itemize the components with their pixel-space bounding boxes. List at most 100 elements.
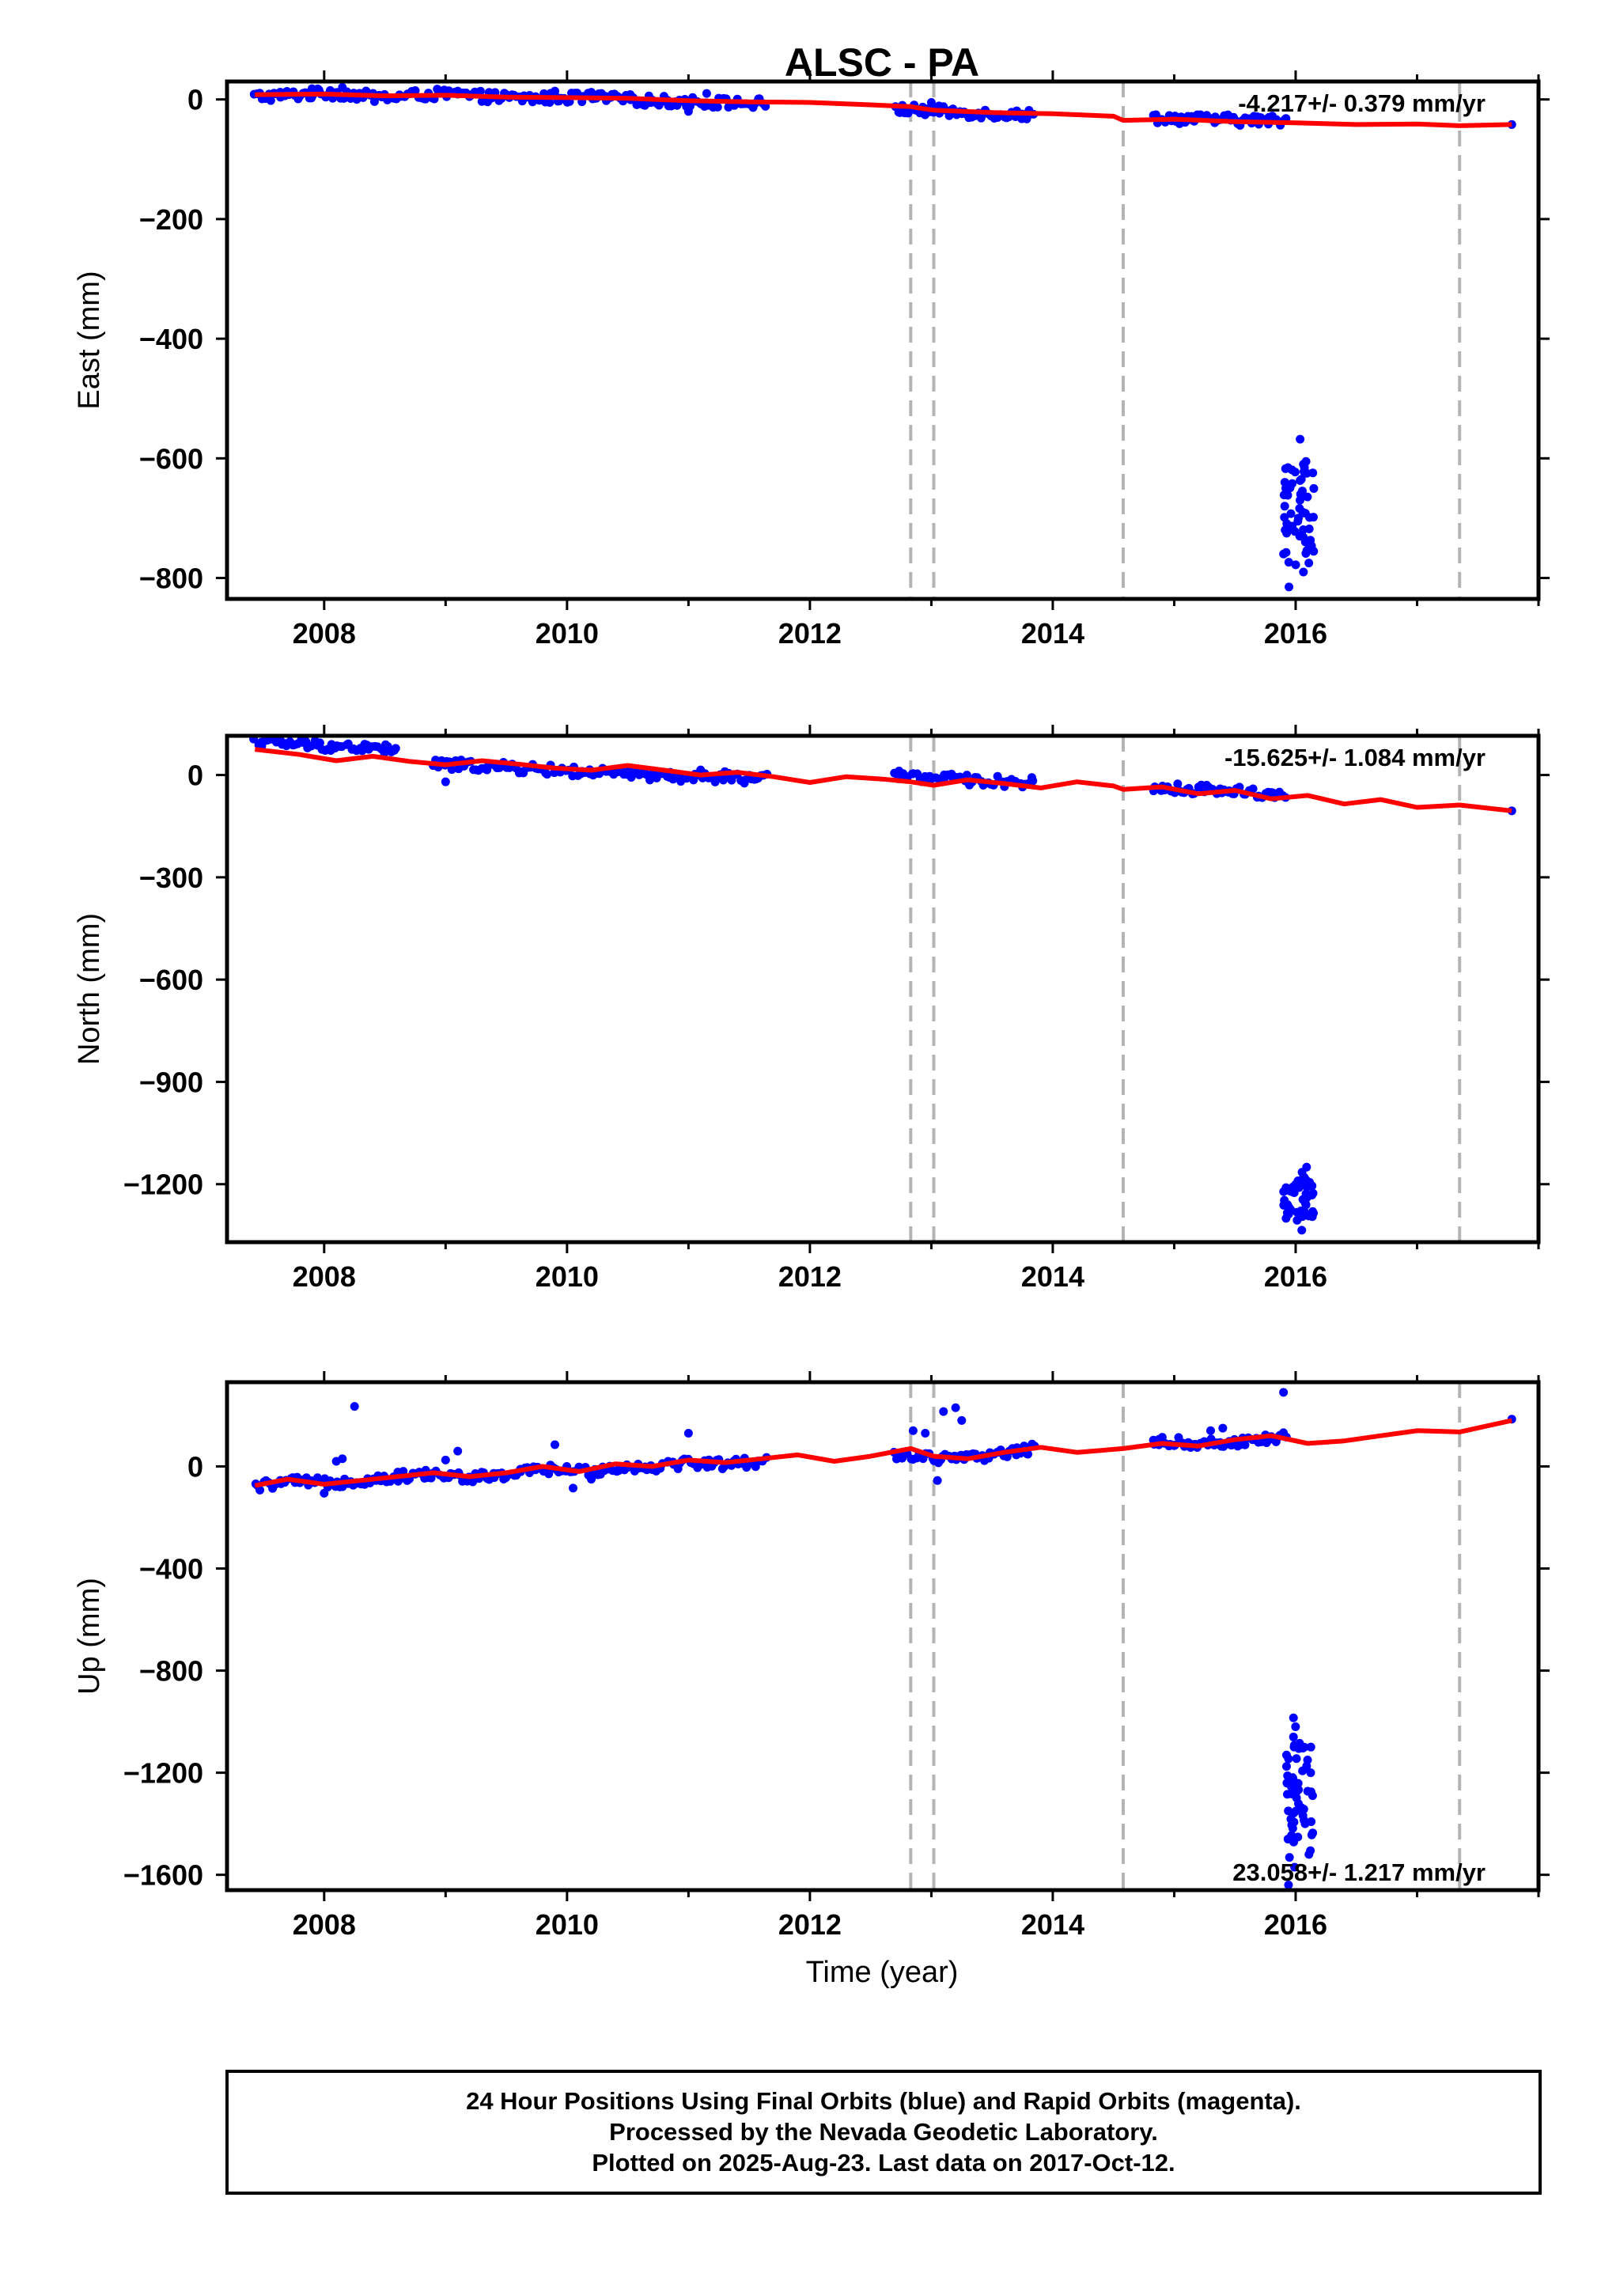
footer-line-2: Processed by the Nevada Geodetic Laborat… xyxy=(609,2118,1158,2146)
y-tick-label: 0 xyxy=(187,1450,203,1483)
y-axis-label: Up (mm) xyxy=(73,1578,106,1695)
data-point xyxy=(545,98,554,108)
outlier-point xyxy=(933,1476,942,1485)
x-tick-label: 2008 xyxy=(293,1260,356,1293)
y-tick-label: −400 xyxy=(139,1553,203,1586)
outlier-point xyxy=(696,765,706,775)
data-point xyxy=(380,748,389,758)
excursion-point xyxy=(1289,1713,1298,1722)
outlier-point xyxy=(453,1446,463,1456)
excursion-point xyxy=(1284,1881,1293,1890)
outlier-point xyxy=(587,88,596,97)
x-tick-label: 2016 xyxy=(1264,1908,1327,1941)
excursion-point xyxy=(1281,464,1290,473)
outlier-point xyxy=(331,1457,341,1466)
excursion-point xyxy=(1296,1206,1306,1215)
plot-area xyxy=(227,1382,1539,1890)
model-line xyxy=(254,1418,1512,1488)
data-point xyxy=(475,86,485,96)
excursion-point xyxy=(1288,1773,1297,1783)
x-tick-label: 2012 xyxy=(778,617,842,650)
data-point xyxy=(411,85,420,95)
y-axis-label: North (mm) xyxy=(73,913,106,1065)
excursion-point xyxy=(1309,483,1319,493)
outlier-point xyxy=(1279,1388,1289,1397)
excursion-point xyxy=(1306,1742,1315,1752)
outlier-point xyxy=(338,83,347,93)
y-tick-label: −400 xyxy=(139,323,203,355)
outlier-point xyxy=(307,84,316,93)
excursion-point xyxy=(1295,495,1304,505)
excursion-point xyxy=(1299,1805,1308,1814)
data-point xyxy=(544,1469,554,1479)
excursion-point xyxy=(1301,457,1311,466)
data-point xyxy=(1023,1449,1032,1459)
data-point xyxy=(1240,1440,1250,1449)
excursion-point xyxy=(1307,1817,1316,1826)
panel-up-mm: 2008 2010 2012 2014 2016 0 −400 −800 −1200 −1600 U… xyxy=(73,1371,1550,1941)
plot-frame xyxy=(225,1380,1541,1892)
y-tick-label: −300 xyxy=(139,862,203,894)
data-point xyxy=(713,102,722,112)
outlier-point xyxy=(939,1407,948,1416)
data-point xyxy=(1173,779,1183,789)
excursion-point xyxy=(1289,1809,1299,1818)
data-point xyxy=(447,765,456,775)
excursion-point xyxy=(1289,1732,1298,1741)
excursion-point xyxy=(1308,1181,1317,1191)
excursion-point xyxy=(1309,547,1319,556)
plot-area xyxy=(227,81,1539,599)
plot-frame xyxy=(225,79,1541,601)
y-tick-label: −600 xyxy=(139,442,203,475)
data-point xyxy=(255,1485,265,1495)
outlier-point xyxy=(551,1440,559,1449)
excursion-point xyxy=(1287,1790,1296,1799)
excursion-point xyxy=(1298,1766,1308,1775)
outlier-point xyxy=(921,1429,930,1438)
excursion-point xyxy=(1285,1853,1294,1862)
x-axis-label: Time (year) xyxy=(806,1956,959,1989)
y-tick-label: 0 xyxy=(187,84,203,116)
y-tick-label: −900 xyxy=(139,1066,203,1098)
y-tick-label: −200 xyxy=(139,203,203,236)
excursion-point xyxy=(1284,1754,1293,1764)
x-tick-label: 2010 xyxy=(536,617,599,650)
excursion-point xyxy=(1285,582,1294,592)
excursion-point xyxy=(1294,1744,1304,1753)
x-tick-label: 2014 xyxy=(1021,1908,1084,1941)
x-tick-label: 2012 xyxy=(778,1908,842,1941)
x-tick-label: 2016 xyxy=(1264,1260,1327,1293)
velocity-annotation: -4.217+/- 0.379 mm/yr xyxy=(1238,89,1486,117)
positions-series xyxy=(249,733,1516,1235)
excursion-point xyxy=(1308,468,1318,478)
excursion-point xyxy=(1301,1189,1311,1199)
outlier-point xyxy=(587,1475,596,1484)
excursion-point xyxy=(1287,1831,1296,1840)
excursion-point xyxy=(1288,479,1297,488)
footer-line-1: 24 Hour Positions Using Final Orbits (bl… xyxy=(466,2087,1301,2115)
outlier-point xyxy=(1206,1426,1215,1435)
excursion-point xyxy=(1300,537,1310,547)
outlier-point xyxy=(926,97,936,107)
outlier-point xyxy=(957,1415,967,1425)
excursion-point xyxy=(1286,509,1296,518)
excursion-point xyxy=(1299,525,1308,535)
data-point xyxy=(391,744,400,753)
data-point xyxy=(315,738,324,748)
excursion-point xyxy=(1293,517,1303,526)
data-point xyxy=(962,771,971,780)
plot-frame xyxy=(225,733,1541,1245)
outlier-point xyxy=(1218,1423,1228,1433)
excursion-point xyxy=(1290,1862,1300,1872)
y-axis-label: East (mm) xyxy=(73,271,106,409)
excursion-point xyxy=(1279,491,1289,500)
model-line xyxy=(254,747,1512,813)
outlier-point xyxy=(908,1426,918,1435)
chart-title: ALSC - PA xyxy=(785,40,979,85)
outlier-point xyxy=(683,1429,693,1438)
x-tick-label: 2014 xyxy=(1021,1260,1084,1293)
excursion-point xyxy=(1295,504,1304,513)
x-tick-label: 2010 xyxy=(536,1908,599,1941)
excursion-point xyxy=(1289,1837,1299,1847)
